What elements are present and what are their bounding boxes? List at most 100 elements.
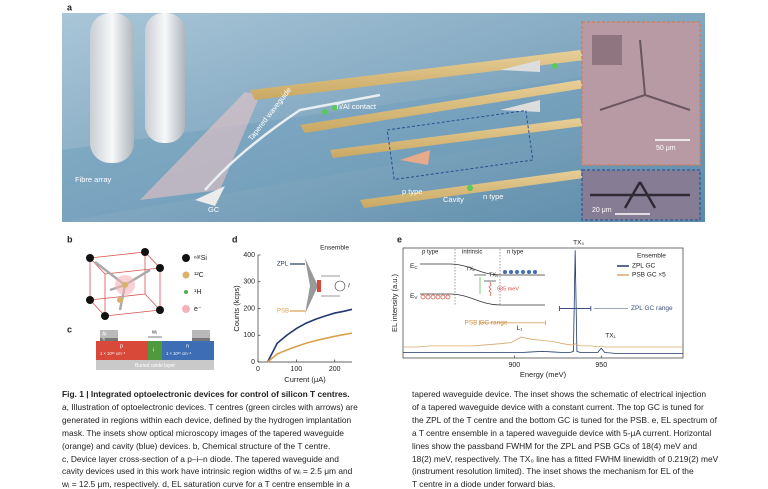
label: Cavity xyxy=(443,195,464,204)
al-contact xyxy=(192,330,210,338)
caption-line: cavity devices used in this work have in… xyxy=(62,466,353,477)
label: Fibre array xyxy=(75,175,112,184)
y-tick-label: 100 xyxy=(243,332,255,339)
layer-label: Al xyxy=(102,331,106,337)
hole xyxy=(445,294,451,300)
al-contact xyxy=(100,330,118,338)
electron xyxy=(533,270,537,274)
x-axis-label: Energy (meV) xyxy=(520,370,567,379)
atom xyxy=(156,264,164,272)
atom xyxy=(156,306,164,314)
highlight-box xyxy=(386,109,534,181)
hole xyxy=(420,294,426,300)
label: n type xyxy=(483,192,503,201)
caption-line: 18(2) meV, respectively. The TX₀ line ha… xyxy=(412,453,719,464)
inset-label: I xyxy=(348,284,350,290)
inset-label: 935 meV xyxy=(497,286,519,292)
t-centre xyxy=(467,185,473,191)
region-label: n xyxy=(186,343,189,349)
series-line xyxy=(266,308,353,363)
panel-label: e xyxy=(397,234,402,244)
t-centre xyxy=(322,109,328,115)
atom xyxy=(117,297,123,303)
conduction-band xyxy=(420,263,545,276)
y-axis-label: Counts (kcps) xyxy=(232,285,241,332)
caption-line: generated in regions within each device,… xyxy=(62,414,352,425)
i-region xyxy=(148,341,162,360)
legend-label: ¹H xyxy=(194,289,201,296)
peak-label: TX₁ xyxy=(605,333,616,340)
panel-label: b xyxy=(67,234,73,244)
light-beam xyxy=(140,92,260,200)
label-sub: V xyxy=(414,295,417,300)
caption-left: Fig. 1 | Integrated optoelectronic devic… xyxy=(62,388,358,489)
x-tick-label: 200 xyxy=(329,366,341,373)
series-line xyxy=(267,332,353,363)
electron xyxy=(509,270,513,274)
caption-line: a, Illustration of optoelectronic device… xyxy=(62,401,358,412)
annotation: Ensemble xyxy=(320,245,349,252)
x-axis-label: Current (μA) xyxy=(284,375,326,384)
hole xyxy=(425,294,431,300)
inset-label: intrinsic xyxy=(462,250,482,256)
atom xyxy=(141,248,149,256)
x-tick-label: 0 xyxy=(256,366,260,373)
inset-device xyxy=(317,280,321,292)
caption-line: of a tapered waveguide device with a con… xyxy=(412,401,704,412)
inset-label: TX₁ xyxy=(466,266,475,272)
legend-label: ¹²C xyxy=(194,272,204,279)
n-region xyxy=(162,341,214,360)
legend-icon xyxy=(184,290,188,294)
oxide-layer xyxy=(96,360,214,370)
peak-label: TX₀ xyxy=(573,240,584,247)
label: p type xyxy=(402,187,422,196)
inset-label: p type xyxy=(422,250,439,256)
current-source xyxy=(334,280,346,292)
label-base: E xyxy=(410,293,415,300)
y-axis-label: EL intensity (a.u.) xyxy=(390,273,399,332)
y-tick-label: 300 xyxy=(243,279,255,286)
caption-line: tapered waveguide device. The inset show… xyxy=(412,389,707,399)
hole xyxy=(440,294,446,300)
grating-coupler xyxy=(400,150,430,165)
caption-line: c, Device layer cross-section of a p–i–n… xyxy=(62,453,339,464)
inset-label: EC xyxy=(410,263,418,270)
plot-frame xyxy=(402,247,684,359)
caption-line: wᵢ = 12.5 μm, respectively. d, EL satura… xyxy=(62,479,350,489)
grating-coupler xyxy=(195,186,225,206)
caption-line: T centre in a diode under forward bias. xyxy=(412,479,556,489)
inset-device xyxy=(305,258,318,314)
legend-label: ⁿᵃᵗSi xyxy=(194,255,207,262)
inset-feature xyxy=(599,39,691,111)
x-tick-label: 100 xyxy=(291,366,303,373)
contact-strip xyxy=(250,50,585,100)
caption-line: Fig. 1 | Integrated optoelectronic devic… xyxy=(62,389,350,399)
legend-icon xyxy=(182,271,190,279)
ti-layer xyxy=(192,338,210,341)
valence-band xyxy=(420,293,545,306)
region-label: p xyxy=(120,343,123,349)
waveguide xyxy=(204,93,381,191)
scale-label: 50 μm xyxy=(656,145,676,152)
crystal-structure xyxy=(86,248,164,320)
scale-label: 20 μm xyxy=(592,207,612,214)
inset-label: PSB xyxy=(277,309,289,315)
doping-label: 1 × 10²⁰ cm⁻³ xyxy=(166,351,192,356)
legend-label: e⁻ xyxy=(194,306,202,313)
y-tick-label: 200 xyxy=(243,305,255,312)
atom xyxy=(86,296,94,304)
layer-label: Ti xyxy=(102,337,105,341)
ti-layer xyxy=(100,338,118,341)
range-label: ZPL GC range xyxy=(631,305,673,312)
x-tick-label: 950 xyxy=(595,362,607,369)
caption-right: tapered waveguide device. The inset show… xyxy=(412,388,718,489)
x-tick-label: 900 xyxy=(508,362,520,369)
peak-label: L₁ xyxy=(517,325,524,332)
hole xyxy=(430,294,436,300)
panel-label: c xyxy=(67,324,72,334)
doping-label: 1 × 10²⁰ cm⁻³ xyxy=(100,351,126,356)
inset-label: ZPL xyxy=(277,262,289,268)
series-line xyxy=(403,336,683,348)
